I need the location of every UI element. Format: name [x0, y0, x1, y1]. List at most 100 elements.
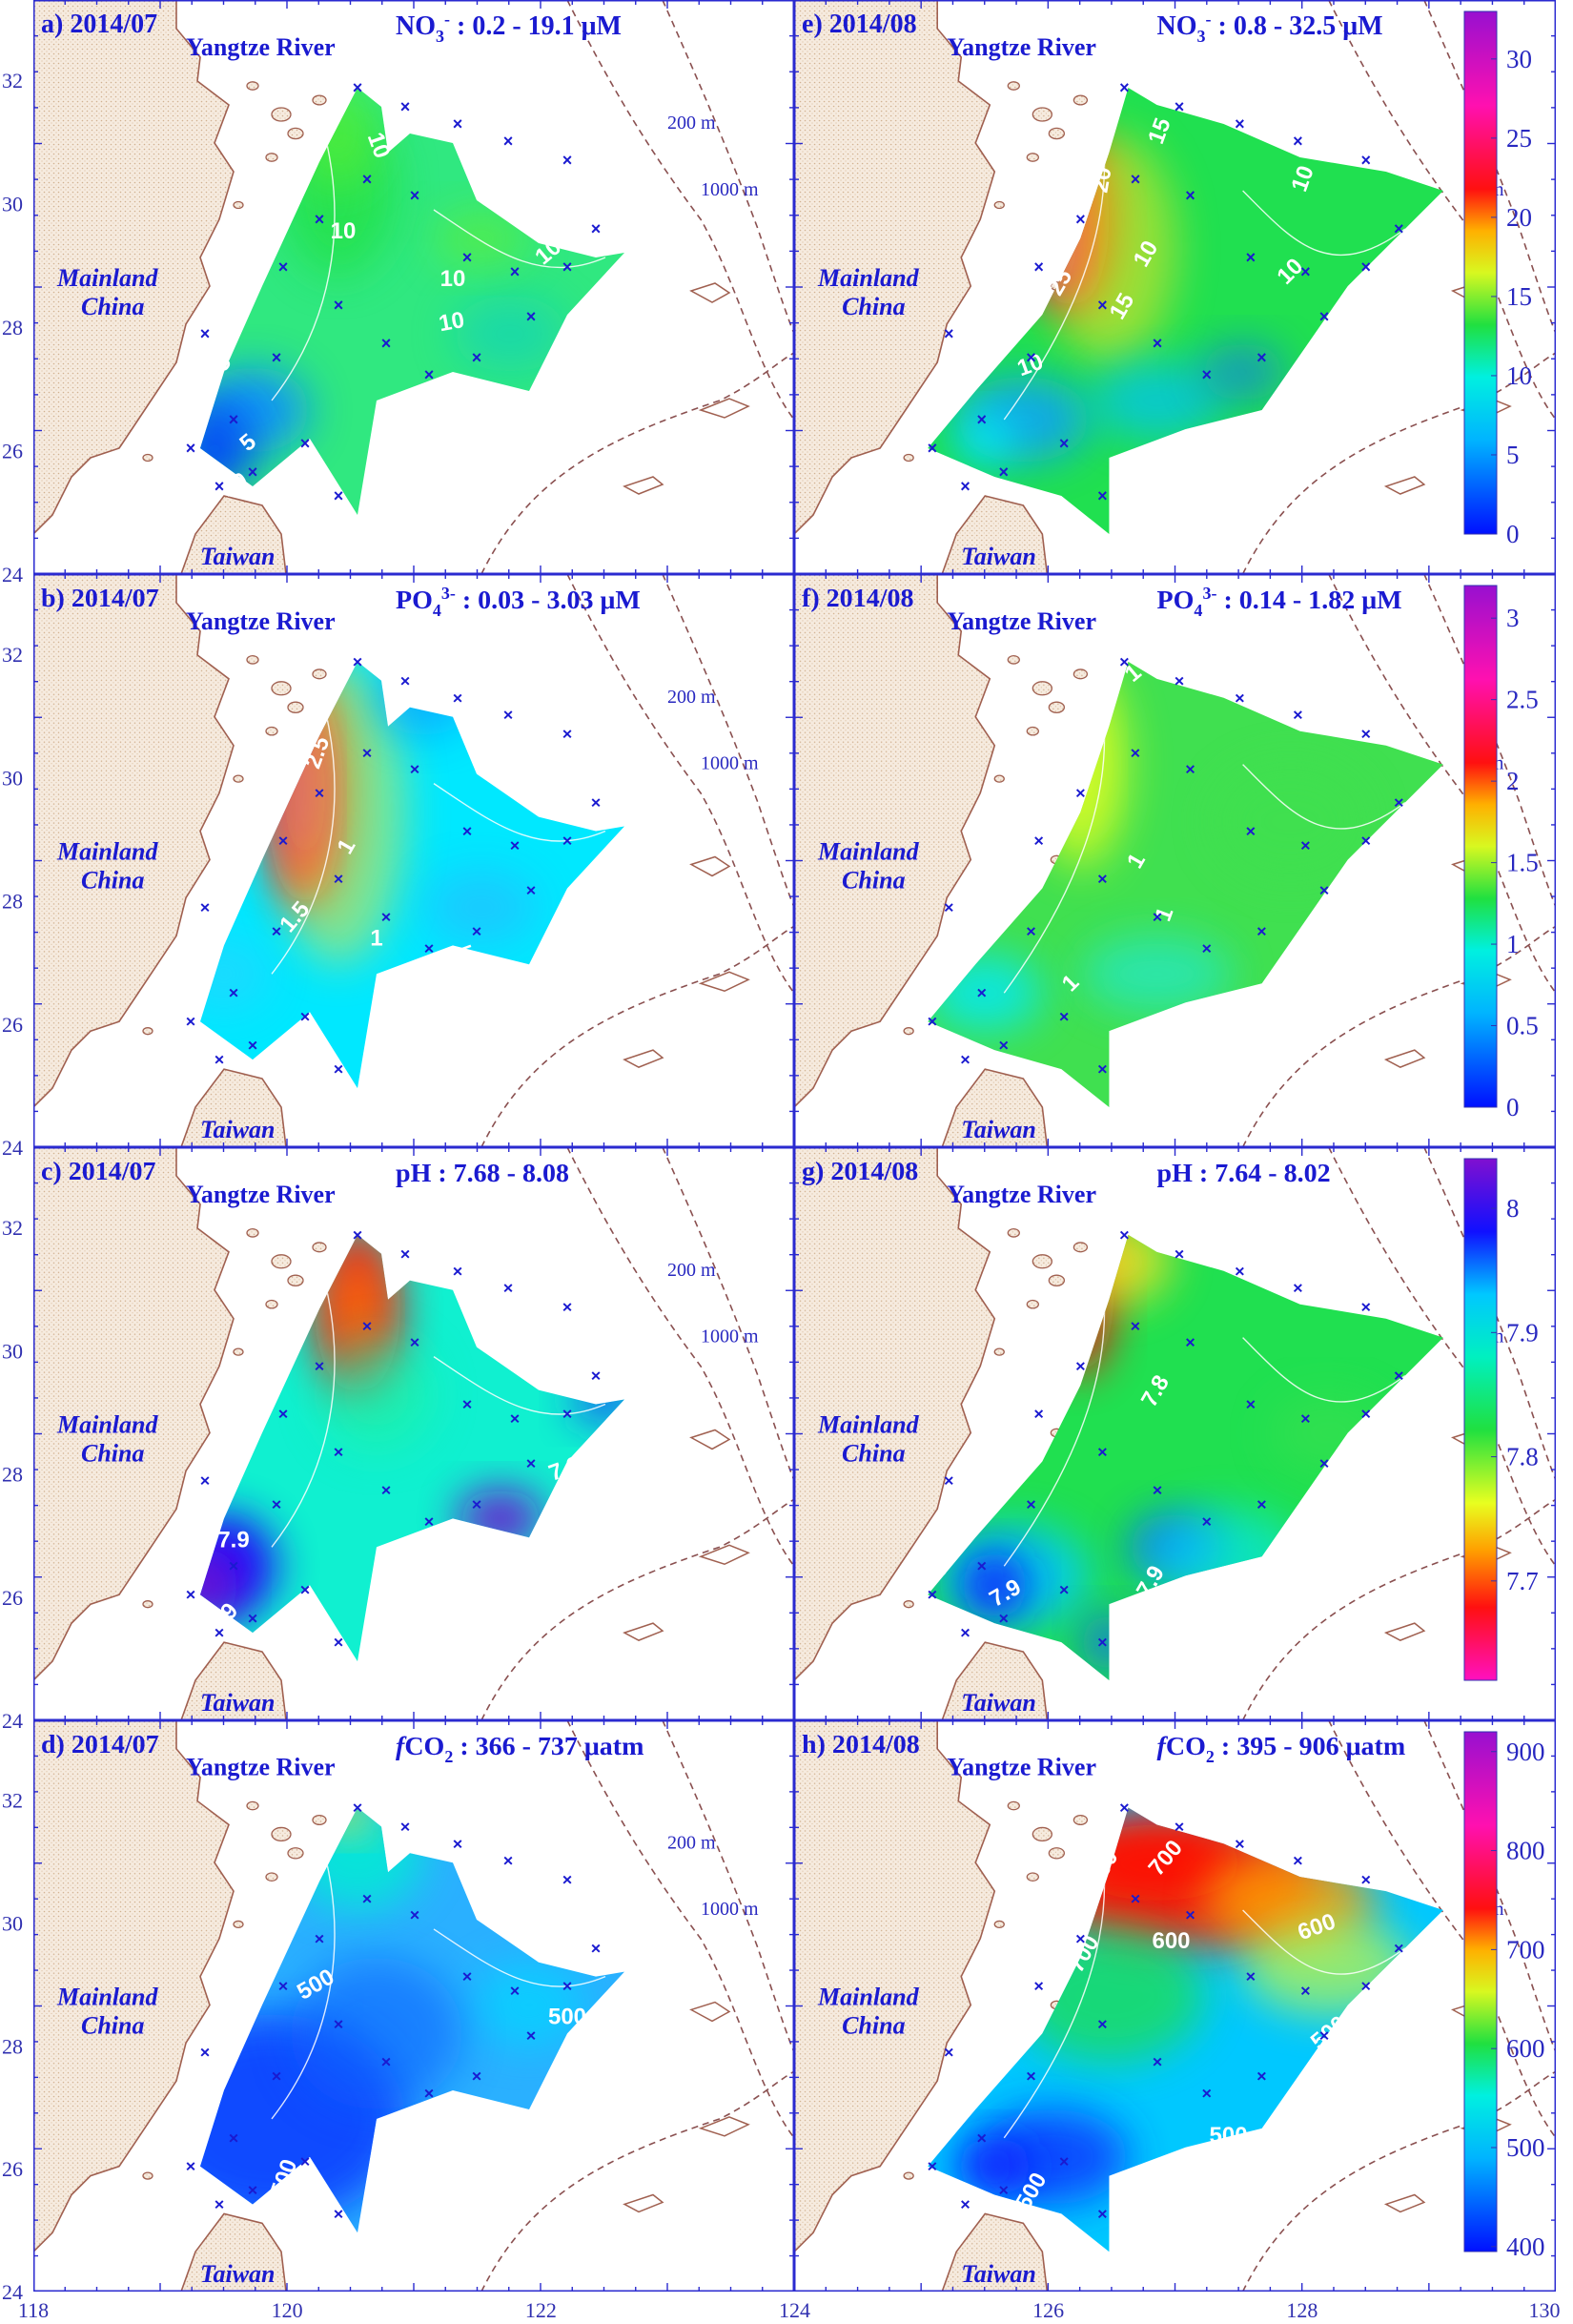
station-marker: × [1246, 1967, 1256, 1986]
taiwan-coast [180, 1641, 287, 1720]
station-marker: × [1300, 836, 1311, 855]
lat-tick-label: 28 [2, 316, 23, 339]
island [142, 1600, 153, 1609]
station-marker: × [278, 1405, 289, 1424]
offshore-islands [623, 855, 750, 1068]
station-marker: × [1256, 2067, 1267, 2086]
station-marker: × [1075, 1929, 1086, 1948]
island [1026, 153, 1039, 162]
contour-label: 500 [1210, 2123, 1248, 2149]
colorbar-tick-label: 7.7 [1506, 1567, 1539, 1595]
station-marker: × [960, 2194, 970, 2213]
station-marker: × [381, 2052, 392, 2071]
island [903, 2171, 914, 2180]
colorbar [1463, 1158, 1498, 1681]
island [271, 1826, 292, 1842]
station-marker: × [381, 1480, 392, 1499]
station-marker: × [976, 1556, 987, 1575]
isobath-shelf [480, 925, 794, 1147]
panel-tag: c) 2014/07 [41, 1157, 156, 1186]
station-marker: × [186, 1585, 196, 1604]
isobath-shelf [480, 352, 794, 574]
station-marker: × [472, 348, 482, 367]
label-taiwan: Taiwan [200, 1116, 276, 1143]
station-marker: × [1394, 1367, 1404, 1386]
isobath-200m [1328, 0, 1557, 421]
colorbar-tick-label: 2.5 [1506, 686, 1539, 714]
station-marker: × [1097, 296, 1108, 315]
station-marker: × [1097, 1442, 1108, 1461]
island [233, 1920, 244, 1929]
island [1072, 94, 1089, 106]
island [312, 1814, 327, 1825]
station-marker: × [1185, 760, 1195, 779]
isobath-1000m [1423, 574, 1557, 908]
station-marker: × [503, 706, 514, 725]
station-marker: × [1246, 248, 1256, 267]
station-marker: × [591, 1939, 602, 1958]
station-marker: × [1097, 2204, 1108, 2223]
station-marker: × [1202, 2084, 1213, 2103]
label-mainland: Mainland [817, 838, 920, 866]
parameter-title: NO3- : 0.8 - 32.5 μM [1156, 10, 1382, 46]
panel-tag: g) 2014/08 [802, 1157, 918, 1186]
station-marker: × [562, 1870, 573, 1889]
panel-tag: f) 2014/08 [802, 584, 914, 613]
lon-tick-label: 122 [525, 2298, 557, 2322]
label-yangtze-river: Yangtze River [947, 607, 1096, 635]
mainland-coast [794, 1720, 996, 2253]
label-china: China [842, 2011, 906, 2039]
label-yangtze-river: Yangtze River [186, 1181, 336, 1208]
island [993, 1920, 1005, 1929]
station-marker: × [1185, 1905, 1195, 1924]
mainland-coast [794, 574, 996, 1109]
island [233, 1347, 244, 1356]
label-china: China [842, 1439, 906, 1467]
island [1026, 726, 1039, 736]
station-marker: × [1033, 1977, 1044, 1996]
station-marker: × [1153, 2052, 1163, 2071]
island [1048, 701, 1066, 714]
colorbar-tick-label: 20 [1506, 203, 1532, 232]
island [271, 1254, 292, 1269]
station-marker: × [1059, 1580, 1070, 1599]
offshore-islands [623, 2001, 750, 2213]
depth-label-1000m: 1000 m [701, 1899, 759, 1920]
station-marker: × [1202, 365, 1213, 384]
isobath-shelf [480, 2070, 794, 2292]
isobath-1000m [662, 0, 794, 335]
station-marker: × [960, 1623, 970, 1642]
station-marker: × [562, 151, 573, 170]
isobath-shelf [1241, 352, 1557, 574]
station-marker: × [186, 1012, 196, 1031]
station-marker: × [999, 463, 1010, 482]
station-marker: × [200, 1470, 211, 1490]
station-marker: × [1175, 97, 1185, 116]
island [1032, 681, 1053, 696]
colorbar-tick-label: 0 [1506, 520, 1520, 548]
station-marker: × [526, 307, 537, 326]
contour-label: 10 [440, 266, 466, 292]
station-marker: × [1175, 671, 1185, 690]
station-marker: × [334, 2014, 344, 2033]
station-marker: × [1075, 784, 1086, 803]
contour-label: 1 [370, 925, 382, 951]
station-marker: × [562, 257, 573, 277]
station-marker: × [334, 1442, 344, 1461]
colorbar-tick-label: 0.5 [1506, 1012, 1539, 1040]
station-marker: × [1202, 1512, 1213, 1531]
station-marker: × [410, 1333, 420, 1352]
station-marker: × [1361, 1870, 1372, 1889]
island [903, 1600, 914, 1609]
station-marker: × [591, 219, 602, 238]
station-marker: × [1026, 348, 1036, 367]
station-marker: × [1119, 78, 1130, 97]
lat-tick-label: 32 [2, 643, 23, 667]
station-marker: × [944, 2043, 954, 2062]
station-marker: × [353, 652, 363, 671]
island [1032, 107, 1053, 122]
station-marker: × [353, 1225, 363, 1244]
station-marker: × [928, 1585, 938, 1604]
